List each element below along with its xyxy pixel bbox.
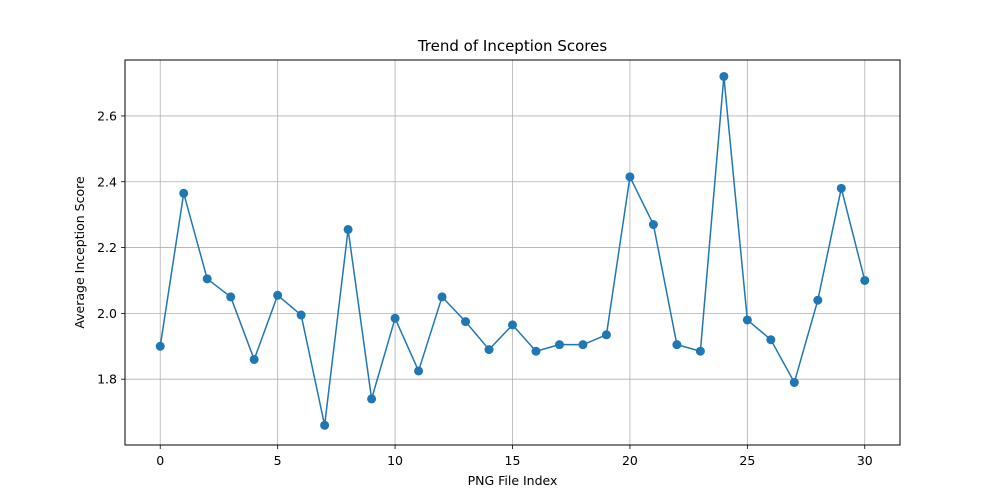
- y-tick-label: 1.8: [97, 372, 117, 387]
- data-point: [202, 274, 212, 284]
- x-tick-label: 10: [387, 453, 403, 468]
- x-tick-label: 15: [505, 453, 521, 468]
- data-point: [672, 340, 682, 350]
- grid: [125, 60, 900, 445]
- y-tick-label: 2.2: [97, 240, 117, 255]
- data-point: [273, 290, 283, 300]
- data-point: [625, 172, 635, 182]
- data-point: [578, 340, 588, 350]
- data-point: [742, 315, 752, 325]
- data-point: [155, 341, 165, 351]
- x-tick-label: 20: [622, 453, 638, 468]
- data-point: [531, 346, 541, 356]
- data-point: [554, 340, 564, 350]
- data-point: [484, 345, 494, 355]
- data-point: [390, 313, 400, 323]
- data-point: [860, 275, 870, 285]
- data-series: [155, 71, 870, 430]
- data-point: [648, 220, 658, 230]
- y-tick-label: 2.6: [97, 108, 117, 123]
- data-point: [789, 377, 799, 387]
- data-point: [296, 310, 306, 320]
- data-point: [320, 420, 330, 430]
- data-point: [179, 188, 189, 198]
- data-point: [343, 224, 353, 234]
- x-tick-label: 30: [857, 453, 873, 468]
- data-point: [249, 354, 259, 364]
- data-point: [813, 295, 823, 305]
- data-point: [766, 335, 776, 345]
- x-axis-title: PNG File Index: [468, 473, 558, 488]
- data-point: [508, 320, 517, 330]
- data-point: [601, 330, 611, 340]
- data-point: [437, 292, 447, 302]
- data-point: [226, 292, 236, 302]
- chart-title: Trend of Inception Scores: [417, 37, 607, 55]
- data-point: [367, 394, 377, 404]
- data-point: [461, 317, 471, 327]
- y-tick-label: 2.0: [97, 306, 117, 321]
- x-tick-label: 0: [156, 453, 164, 468]
- axis-ticks: 0 5 10 15 20 25 30 1.8 2.0 2.2 2.4 2.6: [97, 108, 873, 468]
- data-point: [414, 366, 424, 376]
- data-point: [719, 71, 729, 81]
- y-tick-label: 2.4: [97, 174, 117, 189]
- data-point: [695, 346, 705, 356]
- x-tick-label: 5: [274, 453, 282, 468]
- y-axis-title: Average Inception Score: [72, 176, 87, 329]
- x-tick-label: 25: [739, 453, 755, 468]
- data-point: [836, 183, 846, 193]
